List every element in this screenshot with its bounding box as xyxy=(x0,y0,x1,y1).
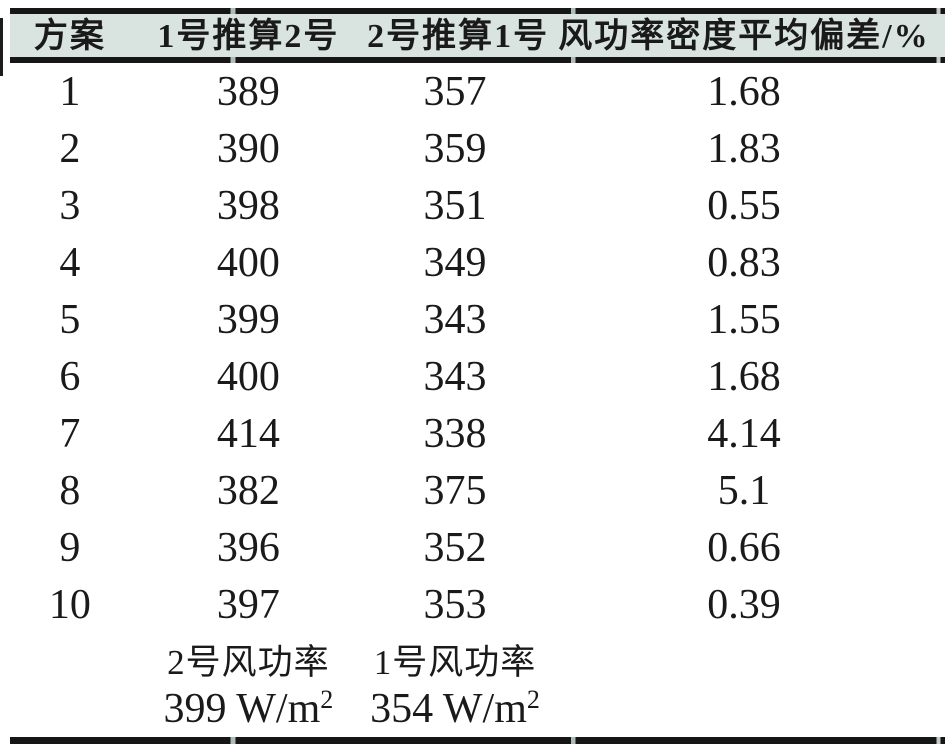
cell-est-1-to-2: 390 xyxy=(216,125,280,172)
table-row: 4 400 349 0.83 xyxy=(10,234,945,291)
cell-scheme: 10 xyxy=(48,581,91,628)
footer-cell-empty xyxy=(10,652,130,662)
cell-est-1-to-2: 400 xyxy=(216,239,280,286)
table-row: 3 398 351 0.55 xyxy=(10,177,945,234)
cell-deviation: 1.68 xyxy=(707,68,781,115)
cell-est-2-to-1: 359 xyxy=(423,125,487,172)
table-row: 1 389 357 1.68 xyxy=(10,63,945,120)
footer-label-col2: 2号风功率 xyxy=(167,642,330,682)
cell-est-2-to-1: 351 xyxy=(423,182,487,229)
cell-deviation: 0.83 xyxy=(707,239,781,286)
table-header-row: 方案 1号推算2号 2号推算1号 风功率密度平均偏差/% xyxy=(10,14,945,57)
cell-est-1-to-2: 382 xyxy=(216,467,280,514)
cell-deviation: 0.66 xyxy=(707,524,781,571)
table-row: 10 397 353 0.39 xyxy=(10,576,945,633)
cell-deviation: 4.14 xyxy=(707,410,781,457)
cell-scheme: 9 xyxy=(59,524,81,571)
footer-value-col2-superscript: 2 xyxy=(320,685,334,714)
footer-value-col3-text: 354 W/m xyxy=(370,686,527,732)
cell-deviation: 1.68 xyxy=(707,353,781,400)
table-row: 7 414 338 4.14 xyxy=(10,405,945,462)
cell-est-1-to-2: 414 xyxy=(216,410,280,457)
data-table: 方案 1号推算2号 2号推算1号 风功率密度平均偏差/% 1 389 357 1… xyxy=(10,8,945,744)
table-footer-value-row: 399 W/m2 354 W/m2 xyxy=(10,681,945,737)
table-row: 9 396 352 0.66 xyxy=(10,519,945,576)
footer-value-col2-text: 399 W/m xyxy=(163,686,321,732)
cell-deviation: 1.83 xyxy=(707,125,781,172)
table-row: 2 390 359 1.83 xyxy=(10,120,945,177)
header-cell-est-1-to-2: 1号推算2号 xyxy=(157,18,340,55)
cell-est-2-to-1: 343 xyxy=(423,296,487,343)
cell-est-1-to-2: 398 xyxy=(216,182,280,229)
cell-est-2-to-1: 352 xyxy=(423,524,487,571)
header-cell-est-2-to-1: 2号推算1号 xyxy=(367,18,550,55)
cell-est-1-to-2: 397 xyxy=(216,581,280,628)
cell-est-1-to-2: 400 xyxy=(216,353,280,400)
footer-label-col3: 1号风功率 xyxy=(373,642,537,682)
cell-scheme: 5 xyxy=(59,296,81,343)
cell-est-2-to-1: 338 xyxy=(423,410,487,457)
cell-scheme: 3 xyxy=(59,182,81,229)
scan-edge-artifact xyxy=(0,18,3,76)
cell-deviation: 0.55 xyxy=(707,182,781,229)
header-cell-scheme: 方案 xyxy=(33,18,106,55)
footer-value-col3-superscript: 2 xyxy=(526,685,540,714)
table-header-border xyxy=(10,57,945,63)
cell-scheme: 2 xyxy=(59,125,81,172)
cell-scheme: 1 xyxy=(59,68,81,115)
cell-deviation: 0.39 xyxy=(707,581,781,628)
cell-est-1-to-2: 399 xyxy=(216,296,280,343)
table-row: 5 399 343 1.55 xyxy=(10,291,945,348)
footer-value-col2: 399 W/m2 xyxy=(130,685,367,732)
footer-value-col3: 354 W/m2 xyxy=(367,685,543,732)
cell-scheme: 7 xyxy=(59,410,81,457)
cell-est-2-to-1: 349 xyxy=(423,239,487,286)
cell-scheme: 6 xyxy=(59,353,81,400)
cell-est-2-to-1: 343 xyxy=(423,353,487,400)
cell-est-2-to-1: 353 xyxy=(423,581,487,628)
cell-est-1-to-2: 389 xyxy=(216,68,280,115)
cell-scheme: 8 xyxy=(59,467,81,514)
cell-est-1-to-2: 396 xyxy=(216,524,280,571)
table-row: 6 400 343 1.68 xyxy=(10,348,945,405)
table-row: 8 382 375 5.1 xyxy=(10,462,945,519)
cell-est-2-to-1: 357 xyxy=(423,68,487,115)
cell-deviation: 5.1 xyxy=(717,467,771,514)
cell-deviation: 1.55 xyxy=(707,296,781,343)
footer-cell-empty xyxy=(543,652,945,662)
cell-est-2-to-1: 375 xyxy=(423,467,487,514)
cell-scheme: 4 xyxy=(59,239,81,286)
table-top-border xyxy=(10,8,945,14)
table-footer-label-row: 2号风功率 1号风功率 xyxy=(10,633,945,681)
table-bottom-border xyxy=(10,737,945,744)
header-cell-deviation: 风功率密度平均偏差/% xyxy=(558,18,930,55)
